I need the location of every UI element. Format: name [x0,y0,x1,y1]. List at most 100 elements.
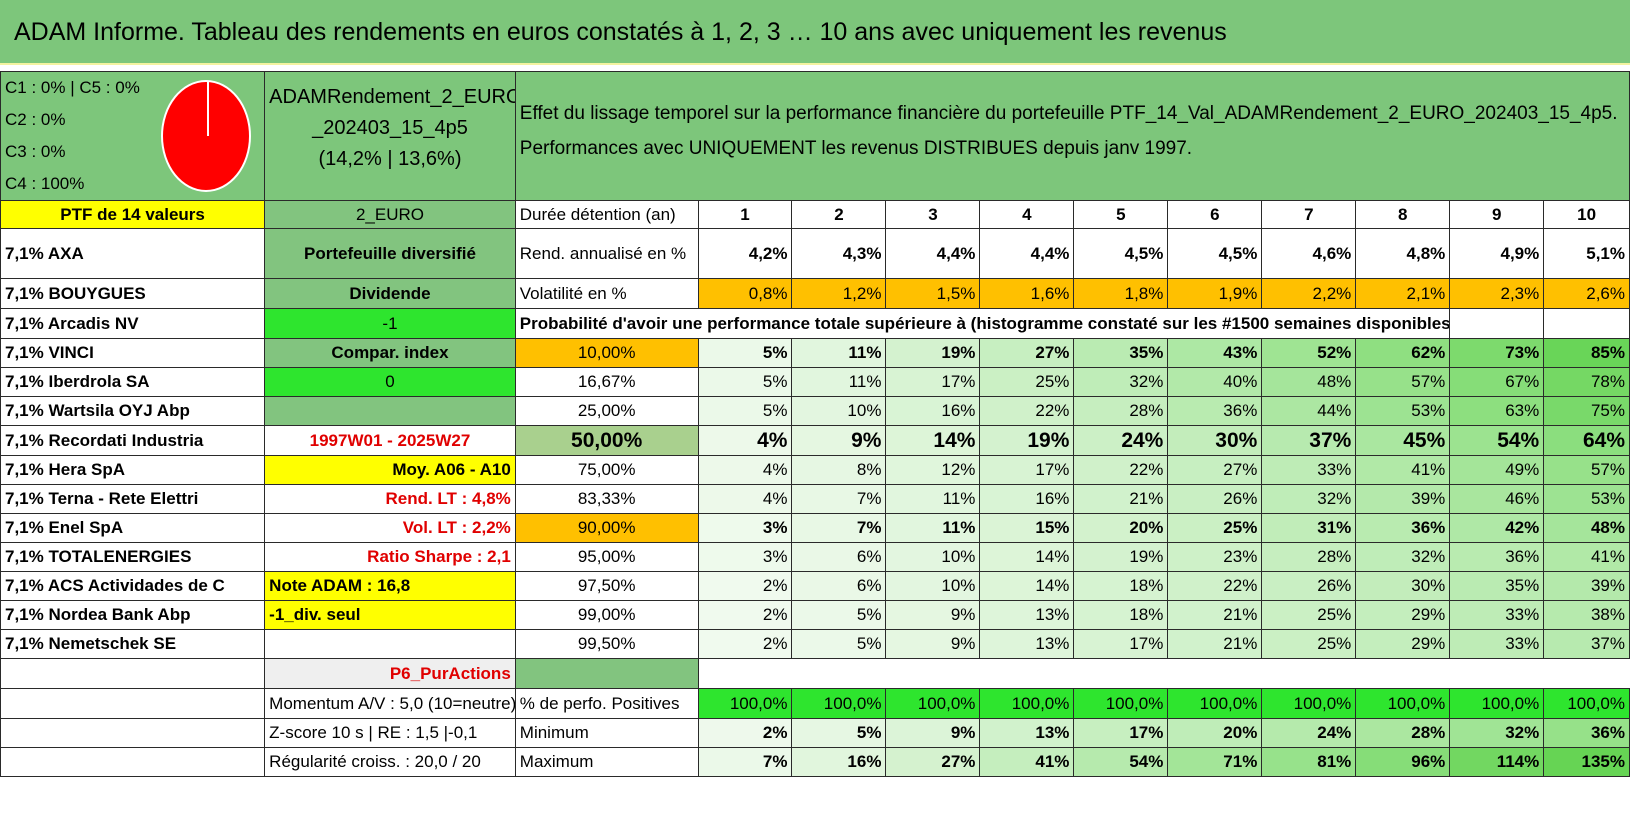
probability-value: 44% [1261,396,1357,426]
table-row: Momentum A/V : 5,0 (10=neutre)% de perfo… [0,688,1630,719]
probability-value: 63% [1449,396,1545,426]
rend-label: Rend. annualisé en % [514,228,699,279]
maximum-label: Maximum [514,747,699,777]
year-header-5: 5 [1073,200,1169,229]
probability-value: 9% [791,425,887,456]
probability-value: 25% [1261,600,1357,630]
probability-value: 5% [791,629,887,659]
maximum-value: 81% [1261,747,1357,777]
portfolio-name: ADAMRendement_2_EURO _202403_15_4p5 (14,… [264,71,516,201]
probability-value: 10% [885,542,981,572]
probability-value: 64% [1543,425,1630,456]
holding: 7,1% Nemetschek SE [0,629,266,659]
probability-value: 67% [1449,367,1545,397]
probability-value: 18% [1073,600,1169,630]
probability-value: 14% [979,571,1075,601]
vol-value-2: 1,2% [791,278,887,309]
empty-cell [1449,308,1545,339]
table-row: 7,1% AXA Portefeuille diversifié Rend. ann… [0,228,1630,279]
probability-value: 20% [1073,513,1169,543]
positives-value: 100,0% [885,688,981,719]
table-row: 7,1% TOTALENERGIES Ratio Sharpe : 2,1 95,0… [0,542,1630,572]
positives-value: 100,0% [1449,688,1545,719]
probability-value: 57% [1543,455,1630,485]
threshold-value: 99,50% [514,629,699,659]
probability-value: 37% [1261,425,1357,456]
probability-value: 31% [1261,513,1357,543]
probability-value: 41% [1355,455,1451,485]
holding: 7,1% Iberdrola SA [0,367,266,397]
probability-value: 17% [1073,629,1169,659]
probability-value: 5% [697,367,793,397]
holding: 7,1% TOTALENERGIES [0,542,266,572]
table-row: 7,1% BOUYGUES Dividende Volatilité en % 0,8… [0,278,1630,309]
probability-value: 36% [1167,396,1263,426]
probability-value: 85% [1543,338,1630,368]
probability-value: 37% [1543,629,1630,659]
probability-value: 30% [1355,571,1451,601]
vol-value-7: 2,2% [1261,278,1357,309]
portfolio-name-line1: ADAMRendement_2_EURO [269,86,516,108]
probability-value: 10% [885,571,981,601]
probability-value: 28% [1073,396,1169,426]
maximum-value: 54% [1073,747,1169,777]
probability-value: 62% [1355,338,1451,368]
table-row: 7,1% VINCI Compar. index 10,00% 5% 11% 19% 27%… [0,338,1630,368]
probability-value: 33% [1449,629,1545,659]
probability-value: 33% [1261,455,1357,485]
positives-value: 100,0% [1261,688,1357,719]
probability-value: 27% [1167,455,1263,485]
probability-value: 5% [791,600,887,630]
probability-value: 16% [885,396,981,426]
probability-value: 28% [1261,542,1357,572]
minimum-value: 13% [979,718,1075,748]
minimum-value: 28% [1355,718,1451,748]
positives-value: 100,0% [1073,688,1169,719]
probability-value: 17% [979,455,1075,485]
threshold-value: 97,50% [514,571,699,601]
table-row: Régularité croiss. : 20,0 / 20 Maximum 7% 1… [0,747,1630,777]
maximum-value: 16% [791,747,887,777]
maximum-value: 7% [697,747,793,777]
empty-cell [0,747,266,777]
year-header-9: 9 [1449,200,1545,229]
minimum-value: 2% [697,718,793,748]
table-row: 7,1% Terna - Rete Elettri Rend. LT : 4,8%… [0,484,1630,514]
empty-cell [698,659,1629,689]
minimum-value: 32% [1449,718,1545,748]
minimum-value: 9% [885,718,981,748]
holding: 7,1% BOUYGUES [0,278,266,309]
positives-label: % de perfo. Positives [514,688,699,719]
probability-value: 54% [1449,425,1545,456]
probability-value: 32% [1073,367,1169,397]
probability-value: 75% [1543,396,1630,426]
probability-value: 22% [1167,571,1263,601]
year-header-1: 1 [697,200,793,229]
year-header-10: 10 [1543,200,1630,229]
empty-cell [1543,308,1630,339]
empty-cell [264,396,516,426]
positives-value: 100,0% [1543,688,1630,719]
year-header-8: 8 [1355,200,1451,229]
probability-value: 13% [979,629,1075,659]
rend-value-7: 4,6% [1261,228,1357,279]
probability-value: 4% [697,484,793,514]
holding: 7,1% Terna - Rete Elettri [0,484,266,514]
probability-value: 49% [1449,455,1545,485]
table-row: 7,1% Arcadis NV -1 Probabilité d'avoir une… [0,308,1630,339]
probability-value: 4% [697,425,793,456]
holding: 7,1% Hera SpA [0,455,266,485]
probability-value: 78% [1543,367,1630,397]
threshold-value: 83,33% [514,484,699,514]
probability-value: 30% [1167,425,1263,456]
description-line2: Performances avec UNIQUEMENT les revenus… [519,138,1193,159]
maximum-value: 27% [885,747,981,777]
probability-value: 19% [885,338,981,368]
year-header-2: 2 [791,200,887,229]
probability-value: 48% [1543,513,1630,543]
portfolio-code: 2_EURO [264,200,516,229]
holding: 7,1% AXA [0,228,266,279]
probability-value: 10% [791,396,887,426]
minimum-label: Minimum [514,718,699,748]
threshold-value: 16,67% [514,367,699,397]
